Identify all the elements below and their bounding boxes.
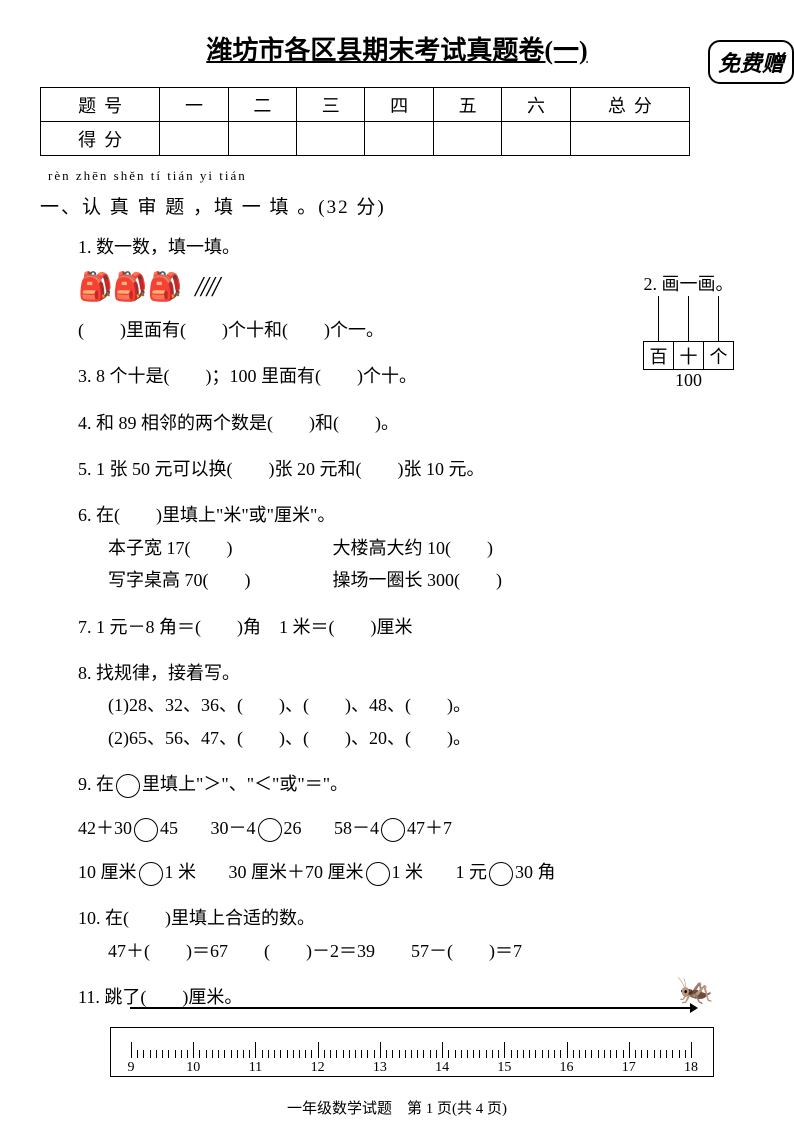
q9-label-prefix: 9. 在 [78,774,114,794]
cell: 三 [297,88,365,122]
cell: 总分 [570,88,689,122]
q8b: (2)65、56、47、( )、( )、20、( )。 [108,722,754,754]
question-5: 5. 1 张 50 元可以换( )张 20 元和( )张 10 元。 [78,453,754,485]
expr: 45 [160,818,178,838]
grasshopper-icon: 🦗 [677,972,714,1007]
bundle-icon: 🎒🎒🎒 [78,263,183,313]
question-8: 8. 找规律，接着写。 (1)28、32、36、( )、( )、48、( )。 … [78,657,754,754]
ruler-diagram: 🦗 9101112131415161718 [110,1027,714,1077]
q9-label-suffix: 里填上"＞"、"＜"或"＝"。 [142,774,348,794]
question-7: 7. 1 元－8 角＝( )角 1 米＝( )厘米 [78,611,754,643]
score-table: 题号 一 二 三 四 五 六 总分 得分 [40,87,690,156]
circle-icon[interactable] [139,862,163,886]
q2-label: 2. 画一画。 [643,270,734,296]
q6-label: 6. 在( )里填上"米"或"厘米"。 [78,499,754,531]
question-6: 6. 在( )里填上"米"或"厘米"。 本子宽 17( ) 大楼高大约 10( … [78,499,754,596]
ruler: 9101112131415161718 [110,1027,714,1077]
q9-row1: 42＋30 45 30－4 26 58－4 47＋7 [78,814,754,842]
q6c: 写字桌高 70( ) [108,564,328,596]
table-row: 得分 [41,122,690,156]
place-value-table: 百 十 个 [643,341,734,370]
jump-arrow [130,1007,690,1009]
cell[interactable] [502,122,570,156]
cell: 四 [365,88,433,122]
table-row: 题号 一 二 三 四 五 六 总分 [41,88,690,122]
q1-label: 1. 数一数，填一填。 [78,231,754,263]
expr: 58－4 [334,818,379,838]
circle-icon[interactable] [366,862,390,886]
cell: 六 [502,88,570,122]
expr: 47＋7 [407,818,452,838]
q6a: 本子宽 17( ) [108,532,328,564]
cell[interactable] [433,122,501,156]
section-1-title: 一、认 真 审 题 ，填 一 填 。(32 分) [40,192,754,219]
q2-number: 100 [643,370,734,391]
place-shi: 十 [674,342,704,370]
cell: 五 [433,88,501,122]
q6d: 操场一圈长 300( ) [333,570,503,590]
free-stamp: 免费赠 [708,40,794,84]
cell[interactable] [297,122,365,156]
cell: 得分 [41,122,160,156]
cell[interactable] [365,122,433,156]
circle-icon[interactable] [381,818,405,842]
cell: 二 [228,88,296,122]
question-2: 2. 画一画。 百 十 个 100 [643,270,734,391]
question-4: 4. 和 89 相邻的两个数是( )和( )。 [78,407,754,439]
cell: 题号 [41,88,160,122]
question-10: 10. 在( )里填上合适的数。 47＋( )＝67 ( )－2＝39 57－(… [78,902,754,967]
circle-icon[interactable] [489,862,513,886]
circle-icon[interactable] [258,818,282,842]
arrow-head-icon [690,1003,698,1013]
expr: 10 厘米 [78,862,137,882]
page-footer: 一年级数学试题 第 1 页(共 4 页) [40,1097,754,1118]
pinyin-text: rèn zhēn shěn tí tián yi tián [48,168,754,184]
circle-icon[interactable] [134,818,158,842]
expr: 26 [284,818,302,838]
q10-label: 10. 在( )里填上合适的数。 [78,902,754,934]
q8-label: 8. 找规律，接着写。 [78,657,754,689]
expr: 1 米 [392,862,424,882]
q10-items: 47＋( )＝67 ( )－2＝39 57－( )＝7 [108,935,754,967]
sticks-icon: //// [195,263,218,313]
place-ge: 个 [704,342,734,370]
cell[interactable] [228,122,296,156]
q8a: (1)28、32、36、( )、( )、48、( )。 [108,689,754,721]
expr: 30 厘米＋70 厘米 [229,862,364,882]
expr: 1 米 [165,862,197,882]
q6b: 大楼高大约 10( ) [333,538,494,558]
expr: 30 角 [515,862,556,882]
page-title: 潍坊市各区县期末考试真题卷(一) [40,30,754,67]
expr: 30－4 [211,818,256,838]
q9-row2: 10 厘米 1 米 30 厘米＋70 厘米 1 米 1 元 30 角 [78,858,754,886]
expr: 42＋30 [78,818,132,838]
circle-icon [116,774,140,798]
expr: 1 元 [456,862,488,882]
cell[interactable] [570,122,689,156]
cell: 一 [160,88,228,122]
place-bai: 百 [644,342,674,370]
cell[interactable] [160,122,228,156]
question-9: 9. 在 里填上"＞"、"＜"或"＝"。 [78,768,754,800]
